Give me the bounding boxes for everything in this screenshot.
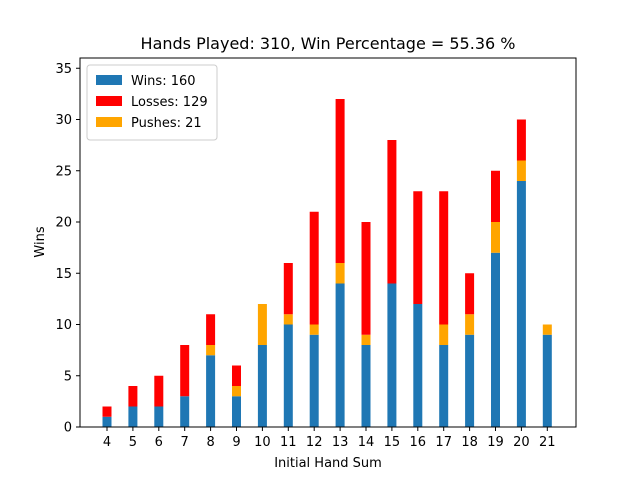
y-tick-label: 20 <box>55 216 72 231</box>
bar-losses-9 <box>232 365 241 386</box>
bar-pushes-14 <box>361 334 371 345</box>
x-tick-label: 21 <box>539 435 556 450</box>
bar-pushes-10 <box>257 304 267 345</box>
bar-pushes-12 <box>309 324 319 335</box>
bar-losses-4 <box>102 406 112 417</box>
bar-wins-7 <box>180 396 190 427</box>
x-tick-label: 13 <box>332 435 349 450</box>
plot-frame <box>79 57 577 428</box>
bar-pushes-17 <box>439 324 449 345</box>
y-tick-label: 5 <box>64 369 72 384</box>
y-tick-label: 10 <box>55 318 72 333</box>
x-tick-label: 6 <box>155 435 163 450</box>
legend-swatch <box>96 117 122 127</box>
x-tick-label: 16 <box>410 435 427 450</box>
y-tick-label: 25 <box>55 164 72 179</box>
bar-wins-11 <box>283 324 293 427</box>
x-axis-label: Initial Hand Sum <box>274 456 382 471</box>
bar-wins-19 <box>491 252 500 427</box>
y-tick-label: 15 <box>55 267 72 282</box>
x-tick-label: 20 <box>513 435 530 450</box>
x-tick-label: 19 <box>487 435 504 450</box>
x-tick-label: 14 <box>358 435 375 450</box>
x-axis-ticks: 4 5 6 7 8 9 10 11 12 13 14 15 16 17 18 19 20 21 <box>103 427 556 450</box>
bar-wins-14 <box>361 345 371 427</box>
bar-losses-14 <box>361 222 371 335</box>
bar-wins-21 <box>542 334 552 427</box>
bar-losses-15 <box>387 140 397 284</box>
bar-losses-17 <box>439 191 449 325</box>
bar-pushes-18 <box>465 314 475 335</box>
bar-losses-13 <box>335 99 345 263</box>
bar-losses-19 <box>491 170 500 222</box>
bar-losses-11 <box>283 263 293 315</box>
x-tick-label: 4 <box>103 435 111 450</box>
bar-pushes-8 <box>206 345 216 356</box>
bar-wins-12 <box>309 334 319 427</box>
bar-wins-20 <box>516 181 526 427</box>
x-tick-label: 18 <box>461 435 478 450</box>
y-axis-label: Wins <box>33 226 48 257</box>
x-tick-label: 5 <box>129 435 137 450</box>
bar-losses-18 <box>465 273 475 315</box>
y-tick-label: 35 <box>55 62 72 77</box>
x-tick-label: 12 <box>306 435 323 450</box>
y-tick-label: 0 <box>64 421 72 436</box>
chart-title: Hands Played: 310, Win Percentage = 55.3… <box>141 34 516 53</box>
bar-pushes-11 <box>283 314 293 325</box>
bar-wins-13 <box>335 283 345 427</box>
bar-wins-4 <box>102 416 112 427</box>
legend-swatch <box>96 96 122 106</box>
x-tick-label: 8 <box>206 435 214 450</box>
bar-pushes-21 <box>542 324 552 335</box>
bar-losses-6 <box>154 375 164 407</box>
bar-pushes-13 <box>335 263 345 284</box>
bar-pushes-19 <box>491 222 500 253</box>
bar-wins-5 <box>128 406 138 427</box>
legend: Wins: 160 Losses: 129 Pushes: 21 <box>86 64 218 141</box>
bar-wins-15 <box>387 283 397 427</box>
bar-pushes-9 <box>232 386 241 397</box>
bar-wins-17 <box>439 345 449 427</box>
x-tick-label: 17 <box>435 435 452 450</box>
x-tick-label: 7 <box>181 435 189 450</box>
legend-label: Pushes: 21 <box>131 116 202 131</box>
bar-wins-6 <box>154 406 164 427</box>
bar-pushes-20 <box>516 160 526 181</box>
bar-wins-8 <box>206 355 216 427</box>
bar-losses-16 <box>413 191 423 304</box>
bar-losses-7 <box>180 345 190 397</box>
x-tick-label: 15 <box>384 435 401 450</box>
bars-group <box>102 99 552 427</box>
bar-wins-16 <box>413 304 423 427</box>
x-tick-label: 11 <box>280 435 297 450</box>
bar-wins-9 <box>232 396 241 427</box>
bar-wins-18 <box>465 334 475 427</box>
bar-losses-8 <box>206 314 216 345</box>
x-tick-label: 9 <box>232 435 240 450</box>
y-axis-ticks: 0 5 10 15 20 25 30 35 <box>55 62 80 436</box>
bar-losses-12 <box>309 211 319 325</box>
bar-wins-10 <box>257 345 267 427</box>
x-tick-label: 10 <box>254 435 271 450</box>
y-tick-label: 30 <box>55 113 72 128</box>
bar-losses-5 <box>128 386 138 407</box>
bar-losses-20 <box>516 119 526 161</box>
legend-swatch <box>96 75 122 85</box>
legend-label: Losses: 129 <box>131 95 208 110</box>
legend-label: Wins: 160 <box>131 74 196 89</box>
